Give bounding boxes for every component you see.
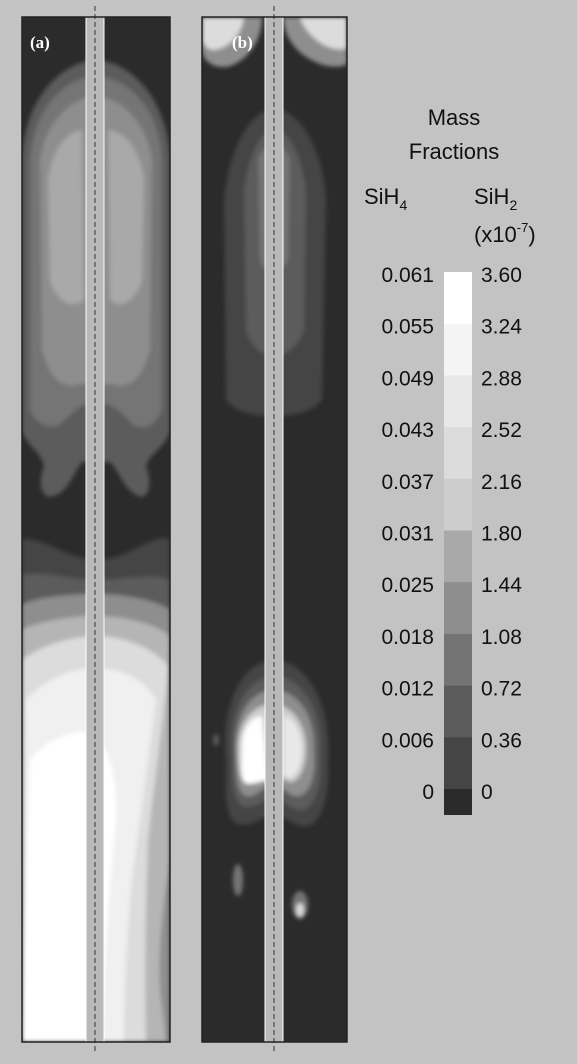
legend-sih2-tick: 0.72 (481, 678, 522, 701)
legend-sih2-tick: 1.80 (481, 523, 522, 546)
legend-band-2 (444, 375, 472, 428)
legend-sih4-tick: 0.006 (381, 729, 434, 752)
panel-b-speck-left (233, 864, 243, 896)
legend-sih4-tick: 0.061 (381, 264, 434, 287)
legend-sih2-header: SiH2 (474, 184, 517, 213)
panel-b-plume-core (241, 716, 268, 784)
panel-b-speck-edge (213, 734, 219, 746)
legend-sih2-tick: 1.08 (481, 626, 522, 649)
legend-band-1 (444, 323, 472, 376)
legend-band-10 (444, 789, 472, 815)
panel-b-speck-right-inner (296, 903, 304, 917)
legend-sih2-values: 3.60 3.24 2.88 2.52 2.16 1.80 1.44 1.08 0.72 0.36… (481, 264, 522, 804)
legend-sih2-tick: 0.36 (481, 729, 522, 752)
legend-sih4-tick: 0.031 (381, 523, 434, 546)
legend-sih4-tick: 0.043 (381, 419, 434, 442)
panel-b-plume-core-right (284, 716, 302, 778)
panel-a-frame (21, 16, 171, 1043)
legend-sih4-values: 0.061 0.055 0.049 0.043 0.037 0.031 0.025 0.018… (381, 264, 434, 804)
legend-title-line1: Mass (428, 105, 481, 130)
legend-sih2-tick: 2.88 (481, 367, 522, 390)
legend-sih2-tick: 1.44 (481, 574, 522, 597)
legend-sih2-tick: 3.24 (481, 316, 522, 339)
legend-band-4 (444, 478, 472, 531)
legend-sih4-header: SiH4 (364, 184, 407, 213)
legend-sih2-tick: 2.52 (481, 419, 522, 442)
panel-a-contour-plot (22, 17, 170, 1042)
legend-color-bar (444, 272, 472, 815)
legend-sih4-tick: 0.037 (381, 471, 434, 494)
legend: Mass Fractions SiH4 SiH2 (x10-7) 0.0610.… (364, 105, 536, 815)
legend-sih4-tick: 0.055 (381, 316, 434, 339)
panel-b-frame (201, 16, 348, 1043)
legend-band-3 (444, 427, 472, 480)
panel-b-label: (b) (232, 33, 253, 52)
panel-a-upper-lobe-core-left (48, 130, 84, 304)
legend-sih2-unit: (x10-7) (474, 220, 536, 247)
legend-band-8 (444, 685, 472, 738)
legend-sih4-tick: 0 (422, 781, 434, 804)
legend-sih4-tick: 0.025 (381, 574, 434, 597)
legend-sih2-tick: 0 (481, 781, 493, 804)
legend-sih4-tick: 0.049 (381, 367, 434, 390)
legend-band-9 (444, 737, 472, 790)
legend-band-6 (444, 582, 472, 635)
legend-sih4-tick: 0.018 (381, 626, 434, 649)
legend-band-5 (444, 530, 472, 583)
legend-sih2-tick: 2.16 (481, 471, 522, 494)
panel-b-top-left-blob-inner (202, 17, 244, 50)
panel-a-upper-lobe-core-right (108, 130, 144, 304)
legend-sih4-tick: 0.012 (381, 678, 434, 701)
legend-title-line2: Fractions (409, 139, 499, 164)
panel-a-label: (a) (30, 33, 50, 52)
panel-b-top-right-blob-inner (300, 17, 347, 50)
legend-sih2-tick: 3.60 (481, 264, 522, 287)
legend-band-7 (444, 633, 472, 687)
legend-band-0 (444, 272, 472, 325)
